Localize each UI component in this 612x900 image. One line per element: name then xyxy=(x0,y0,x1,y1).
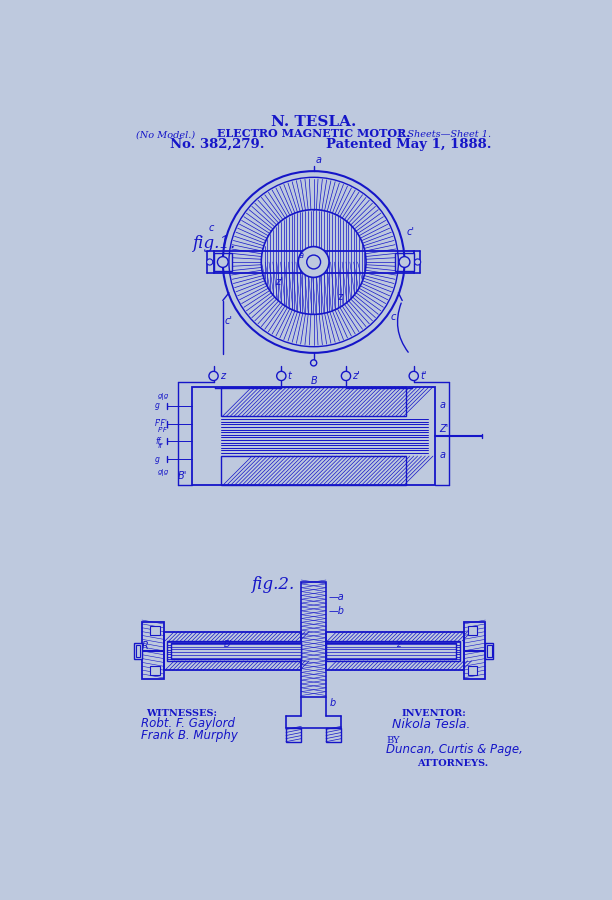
Text: —b: —b xyxy=(329,606,345,616)
Text: t: t xyxy=(288,371,291,381)
Text: INVENTOR:: INVENTOR: xyxy=(401,709,466,718)
Bar xyxy=(136,644,140,657)
Text: g: g xyxy=(155,454,160,464)
Text: fig.2.: fig.2. xyxy=(252,576,294,593)
Bar xyxy=(167,641,301,661)
Circle shape xyxy=(217,256,228,267)
Text: (No Model.): (No Model.) xyxy=(136,130,195,140)
Text: WITNESSES:: WITNESSES: xyxy=(146,709,217,718)
Bar xyxy=(301,581,326,697)
Text: c': c' xyxy=(406,227,414,237)
Circle shape xyxy=(277,372,286,381)
Text: g|g: g|g xyxy=(157,469,169,476)
Text: c: c xyxy=(390,311,396,322)
Text: Z': Z' xyxy=(439,424,449,434)
Text: a: a xyxy=(439,400,445,410)
Text: ELECTRO MAGNETIC MOTOR.: ELECTRO MAGNETIC MOTOR. xyxy=(217,129,410,140)
Bar xyxy=(326,644,456,659)
Bar xyxy=(134,644,142,659)
Text: BY: BY xyxy=(386,736,400,745)
Bar xyxy=(468,626,477,635)
Bar xyxy=(326,632,464,670)
Bar xyxy=(171,644,301,659)
Text: F'F': F'F' xyxy=(155,419,168,428)
Text: fig.1.: fig.1. xyxy=(192,235,235,252)
Circle shape xyxy=(298,247,329,277)
Text: Frank B. Murphy: Frank B. Murphy xyxy=(141,729,238,742)
Circle shape xyxy=(207,259,213,266)
Circle shape xyxy=(307,255,321,269)
Text: B: B xyxy=(310,375,317,386)
Text: c': c' xyxy=(225,316,233,326)
Text: No. 382,279.: No. 382,279. xyxy=(170,138,265,151)
Text: z': z' xyxy=(275,277,283,287)
Text: D': D' xyxy=(223,640,233,649)
Bar xyxy=(151,666,160,676)
Bar xyxy=(326,728,341,742)
Circle shape xyxy=(414,259,420,266)
Text: F'F': F'F' xyxy=(157,428,169,433)
Bar xyxy=(163,632,301,670)
Bar xyxy=(464,622,485,680)
Text: R: R xyxy=(142,642,149,652)
Text: ff: ff xyxy=(157,443,162,448)
Circle shape xyxy=(409,372,419,381)
Bar xyxy=(214,253,232,271)
Bar xyxy=(468,666,477,676)
Circle shape xyxy=(310,360,317,366)
Bar xyxy=(214,251,414,273)
Text: B': B' xyxy=(178,471,187,482)
Text: a: a xyxy=(298,251,304,260)
Text: c: c xyxy=(208,223,214,233)
Bar xyxy=(151,626,160,635)
Text: Patented May 1, 1888.: Patented May 1, 1888. xyxy=(326,138,492,151)
Bar xyxy=(326,641,460,661)
Text: z: z xyxy=(337,292,342,302)
Text: b: b xyxy=(330,698,336,708)
Text: Nikola Tesla.: Nikola Tesla. xyxy=(392,718,471,731)
Text: ATTORNEYS.: ATTORNEYS. xyxy=(417,759,488,768)
Text: g|g: g|g xyxy=(157,393,169,400)
Text: t': t' xyxy=(420,371,427,381)
Bar xyxy=(192,387,435,485)
Text: a: a xyxy=(439,450,445,460)
Bar xyxy=(222,456,406,485)
Bar xyxy=(485,644,493,659)
Text: a: a xyxy=(316,155,322,165)
Text: Robt. F. Gaylord: Robt. F. Gaylord xyxy=(141,717,235,730)
Bar xyxy=(222,387,406,416)
Text: z': z' xyxy=(396,640,403,649)
Text: g: g xyxy=(155,401,160,410)
Bar xyxy=(286,728,301,742)
Circle shape xyxy=(209,372,218,381)
Text: z': z' xyxy=(352,371,360,381)
Text: 2 Sheets—Sheet 1.: 2 Sheets—Sheet 1. xyxy=(398,130,491,140)
Circle shape xyxy=(399,256,410,267)
Bar xyxy=(142,622,163,680)
Text: Duncan, Curtis & Page,: Duncan, Curtis & Page, xyxy=(386,743,523,756)
Text: z: z xyxy=(220,371,225,381)
Text: —a: —a xyxy=(329,592,345,602)
Bar xyxy=(487,644,491,657)
Bar xyxy=(395,253,414,271)
Circle shape xyxy=(341,372,351,381)
Text: ff: ff xyxy=(155,436,160,446)
Text: N. TESLA.: N. TESLA. xyxy=(271,115,356,130)
